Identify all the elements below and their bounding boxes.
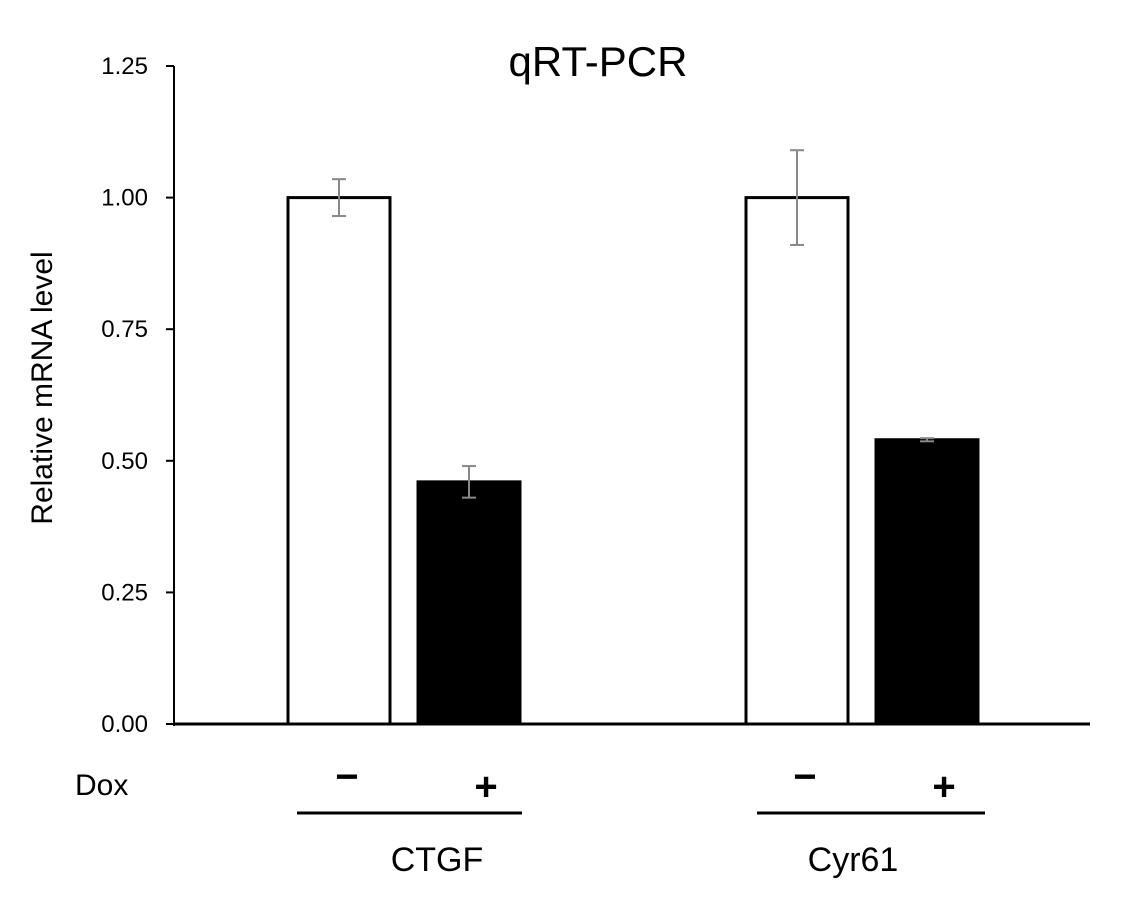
chart-title: qRT-PCR — [509, 38, 688, 85]
y-tick-label: 1.25 — [101, 53, 148, 80]
y-tick-label: 0.25 — [101, 579, 148, 606]
y-tick-label: 0.00 — [101, 711, 148, 738]
dox-sign: + — [932, 765, 955, 809]
bar — [416, 480, 522, 726]
group-label: Cyr61 — [808, 841, 899, 879]
dox-signs: − + − + — [335, 755, 955, 809]
y-axis-label: Relative mRNA level — [26, 251, 59, 524]
group-label: CTGF — [391, 841, 484, 879]
y-tick-label: 1.00 — [101, 185, 148, 212]
y-tick-label: 0.75 — [101, 316, 148, 343]
dox-sign: − — [335, 755, 358, 799]
dox-row-label: Dox — [75, 769, 128, 802]
bars — [286, 149, 980, 726]
bar — [874, 438, 980, 726]
bar — [744, 196, 850, 726]
y-ticks: 0.00 0.25 0.50 0.75 1.00 1.25 — [101, 53, 174, 738]
dox-sign: + — [474, 765, 497, 809]
group-labels: CTGF Cyr61 — [297, 811, 985, 879]
bar — [286, 196, 392, 726]
y-tick-label: 0.50 — [101, 448, 148, 475]
dox-sign: − — [793, 755, 816, 799]
